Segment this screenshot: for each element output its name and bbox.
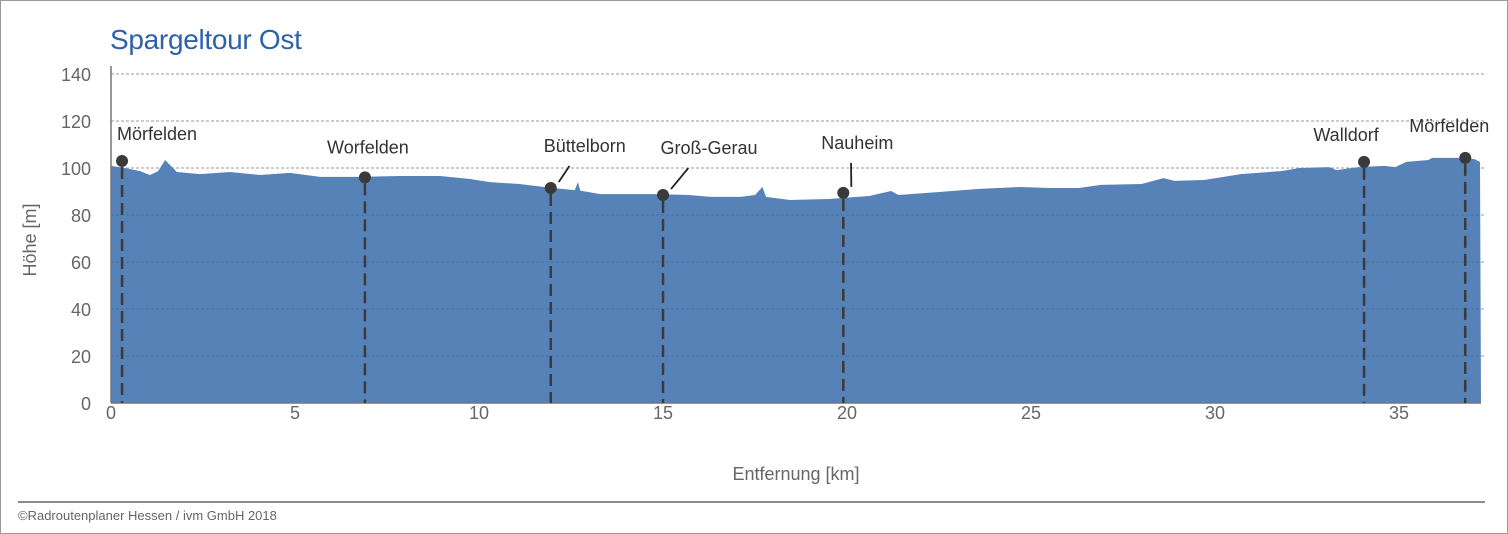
chart-title: Spargeltour Ost (110, 24, 302, 55)
profile-area (111, 157, 1481, 403)
y-tick-label: 0 (81, 394, 91, 414)
copyright: ©Radroutenplaner Hessen / ivm GmbH 2018 (18, 508, 277, 523)
footer-divider (18, 501, 1485, 503)
place-label: Worfelden (327, 137, 409, 157)
x-axis-label: Entfernung [km] (732, 464, 859, 484)
place-marker-dot (1358, 155, 1371, 168)
place-label: Büttelborn (544, 136, 626, 156)
x-tick-label: 25 (1021, 403, 1041, 423)
place-label: Groß-Gerau (660, 138, 757, 158)
place-label: Nauheim (821, 133, 893, 153)
place-label: Mörfelden (1409, 116, 1489, 136)
y-tick-label: 120 (61, 112, 91, 132)
place-marker-dot (544, 181, 557, 194)
y-tick-label: 60 (71, 253, 91, 273)
y-tick-label: 20 (71, 347, 91, 367)
y-axis-label: Höhe [m] (20, 203, 40, 276)
y-tick-label: 80 (71, 206, 91, 226)
y-tick-label: 40 (71, 300, 91, 320)
x-tick-label: 30 (1205, 403, 1225, 423)
x-tick-label: 0 (106, 403, 116, 423)
x-tick-label: 10 (469, 403, 489, 423)
place-marker-dot (116, 154, 129, 167)
axes: 0 20 40 60 80 100 120 140 0 5 10 15 20 25 30 35 (61, 65, 1481, 423)
place-leader-line (670, 167, 689, 190)
x-tick-label: 15 (653, 403, 673, 423)
place-leader-line (558, 165, 571, 183)
y-tick-label: 140 (61, 65, 91, 85)
place-label: Walldorf (1313, 125, 1379, 145)
elevation-area (111, 157, 1481, 403)
place-marker-dot (358, 171, 371, 184)
x-tick-label: 5 (290, 403, 300, 423)
x-tick-label: 20 (837, 403, 857, 423)
place-markers: Mörfelden Worfelden Büttelborn Groß-Gerau Na… (116, 116, 1489, 403)
place-marker-dot (1459, 151, 1472, 164)
x-tick-label: 35 (1389, 403, 1409, 423)
y-tick-label: 100 (61, 159, 91, 179)
place-marker-dot (837, 186, 850, 199)
place-label: Mörfelden (117, 124, 197, 144)
place-marker-dot (657, 189, 669, 202)
